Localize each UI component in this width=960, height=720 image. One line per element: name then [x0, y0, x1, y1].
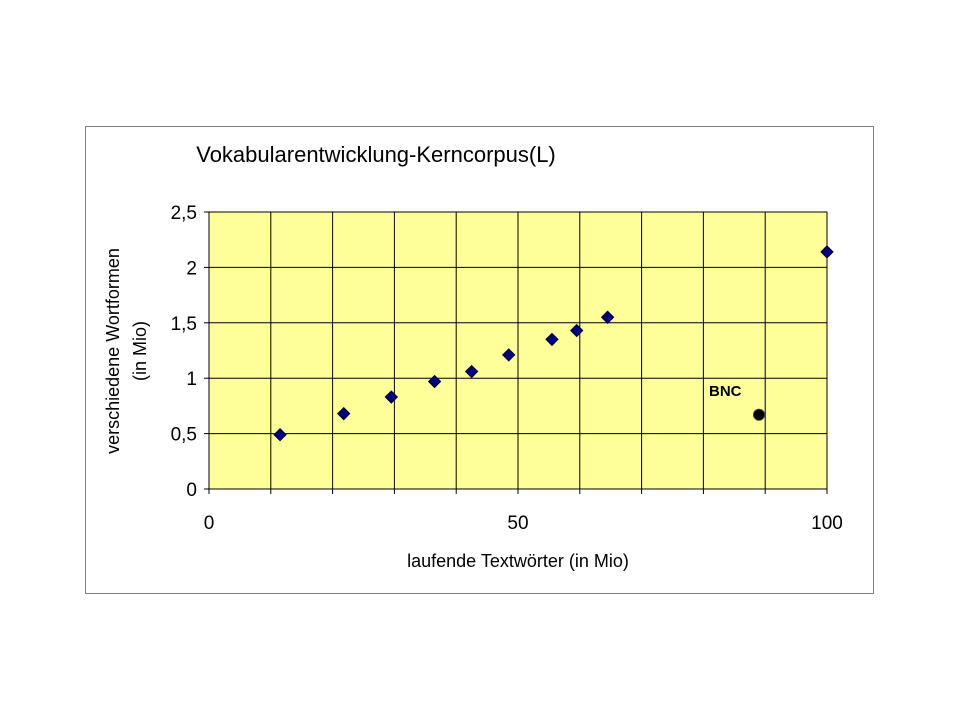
annotations: BNC [709, 383, 766, 421]
chart-frame: Vokabularentwicklung-Kerncorpus(L) 0 0,5 1… [85, 126, 874, 594]
y-axis-label-line-2: (in Mio) [130, 321, 150, 381]
data-point [545, 332, 559, 347]
data-point [427, 374, 442, 389]
data-point [464, 364, 479, 379]
data-point [600, 310, 615, 324]
y-tick-label: 1,5 [171, 314, 197, 335]
bnc-label: BNC [709, 383, 742, 400]
x-axis-label: laufende Textwörter (in Mio) [407, 551, 629, 571]
bnc-point [753, 408, 766, 421]
data-point [502, 348, 516, 362]
chart-title: Vokabularentwicklung-Kerncorpus(L) [196, 142, 556, 167]
data-point [384, 390, 399, 404]
y-tick-label: 2,5 [171, 203, 197, 224]
data-point [570, 323, 584, 338]
x-tick-label: 0 [204, 513, 215, 534]
data-point [820, 245, 834, 259]
y-axis-label: verschiedene Wortformen (in Mio) [103, 248, 150, 454]
scatter-chart: Vokabularentwicklung-Kerncorpus(L) 0 0,5 1… [103, 142, 843, 571]
data-point [337, 406, 351, 421]
x-tick-label: 50 [507, 513, 528, 534]
y-tick-label: 2 [186, 258, 197, 279]
axis-ticks: 0 0,5 1 1,5 2 2,5 0 50 100 [171, 203, 843, 534]
data-point [273, 428, 287, 442]
data-points [273, 245, 834, 442]
y-tick-label: 0 [186, 480, 197, 501]
y-tick-label: 1 [186, 369, 197, 390]
y-axis-label-line-1: verschiedene Wortformen [103, 248, 123, 454]
y-tick-label: 0,5 [171, 425, 197, 446]
x-tick-label: 100 [811, 513, 843, 534]
